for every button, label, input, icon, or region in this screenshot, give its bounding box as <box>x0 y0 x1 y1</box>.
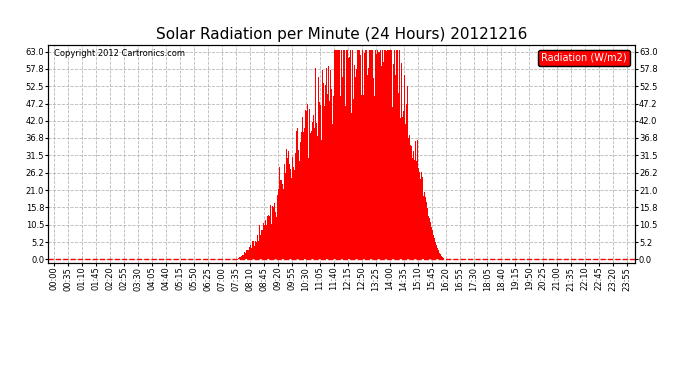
Legend: Radiation (W/m2): Radiation (W/m2) <box>538 50 630 66</box>
Title: Solar Radiation per Minute (24 Hours) 20121216: Solar Radiation per Minute (24 Hours) 20… <box>156 27 527 42</box>
Text: Copyright 2012 Cartronics.com: Copyright 2012 Cartronics.com <box>55 50 185 58</box>
